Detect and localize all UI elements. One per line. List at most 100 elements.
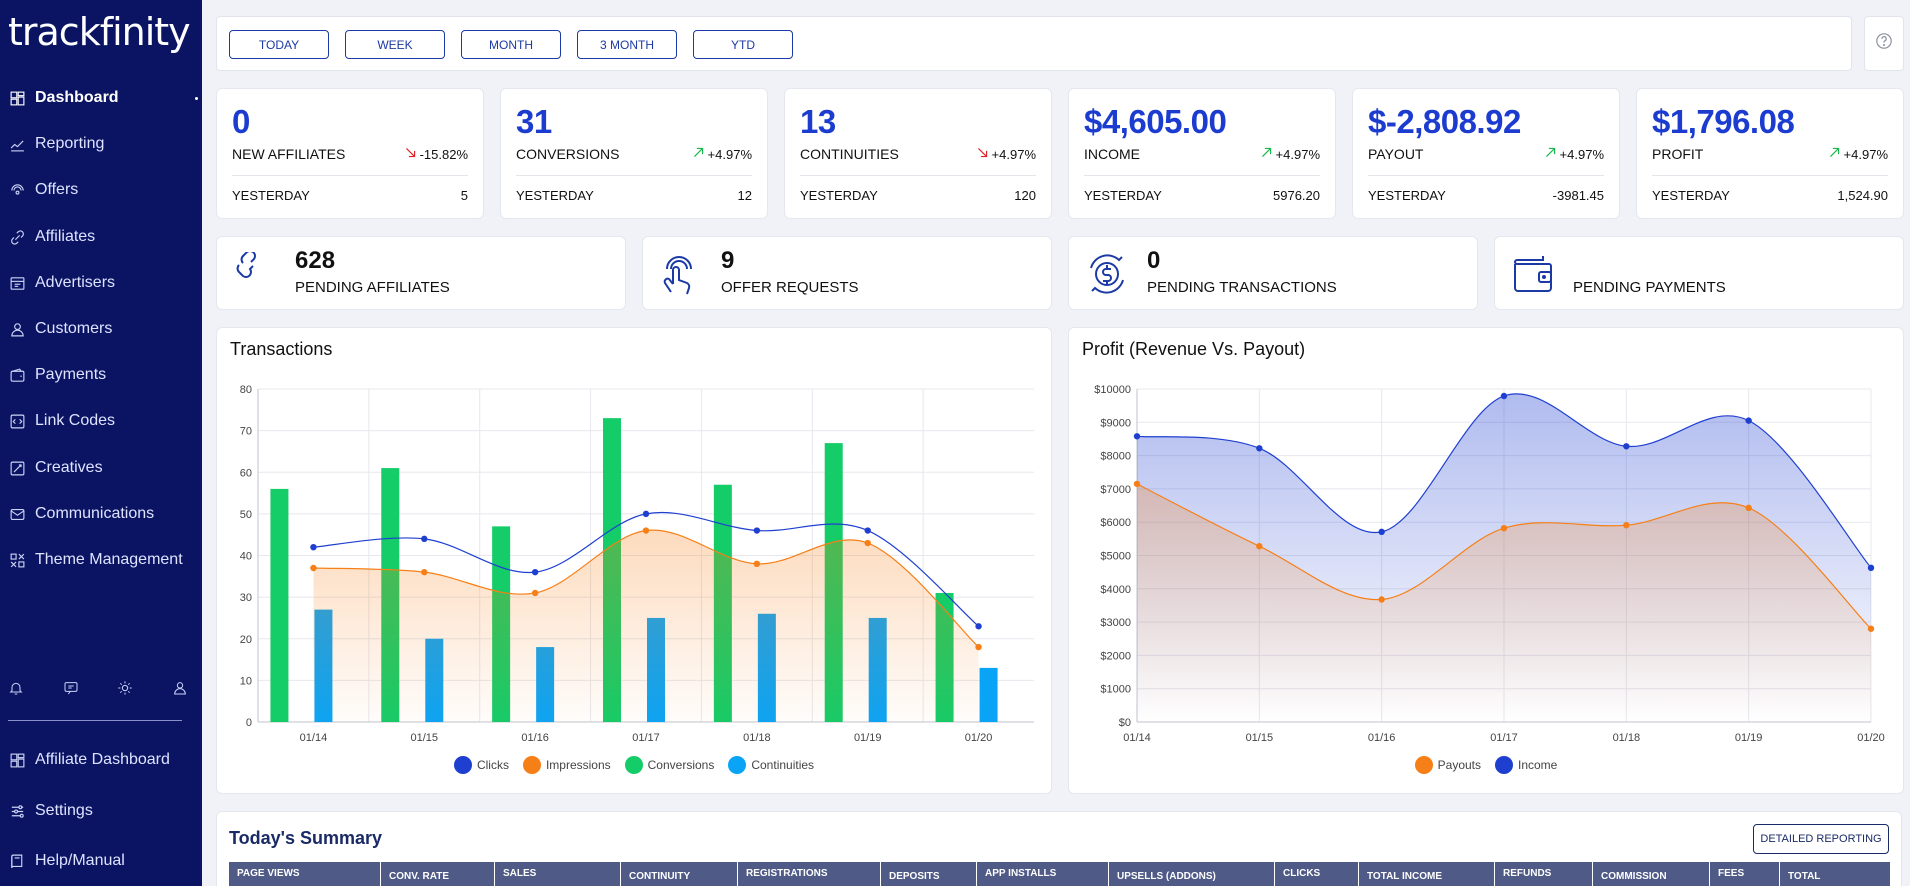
bell-plus-icon[interactable] [8,680,24,701]
point-clicks[interactable] [531,568,539,576]
point-payouts[interactable] [1623,521,1630,529]
summary-col-page-views[interactable]: PAGE VIEWS [229,862,381,886]
point-clicks[interactable] [642,510,650,518]
summary-col-deposits[interactable]: DEPOSITS [881,862,977,886]
transactions-legend: Clicks Impressions Conversions Continuities [217,756,1051,774]
point-payouts[interactable] [1256,542,1263,550]
sidebar-item-affiliates[interactable]: Affiliates [0,219,202,255]
legend-item[interactable]: Income [1495,756,1557,774]
summary-col-clicks[interactable]: CLICKS [1275,862,1359,886]
pending-card-offer-requests[interactable]: 9 OFFER REQUESTS [642,236,1052,310]
pending-card-pending-payments[interactable]: PENDING PAYMENTS [1494,236,1904,310]
kpi-label: NEW AFFILIATES [232,146,346,162]
summary-col-fees[interactable]: FEES [1710,862,1780,886]
trend-up-icon [1828,146,1844,162]
legend-item[interactable]: Payouts [1414,756,1481,774]
kpi-divider [800,175,1036,176]
chat-icon[interactable] [63,680,79,701]
point-impressions[interactable] [975,643,982,651]
sidebar-item-affiliate-dashboard[interactable]: Affiliate Dashboard [0,742,202,778]
point-impressions[interactable] [310,564,317,572]
range-button-ytd[interactable]: YTD [693,30,793,59]
sidebar-item-advertisers[interactable]: Advertisers [0,265,202,301]
sidebar-item-customers[interactable]: Customers [0,311,202,347]
legend-swatch [728,756,747,774]
summary-col-total[interactable]: TOTAL [1780,862,1891,886]
point-impressions[interactable] [531,589,539,597]
point-impressions[interactable] [864,539,871,547]
sidebar-item-offers[interactable]: Offers [0,172,202,208]
summary-col-app-installs[interactable]: APP INSTALLS [977,862,1109,886]
point-income[interactable] [1378,528,1385,536]
trend-down-icon [404,146,420,162]
point-payouts[interactable] [1133,480,1141,488]
pending-label: PENDING PAYMENTS [1573,279,1726,296]
point-payouts[interactable] [1378,596,1385,603]
sidebar-item-reporting[interactable]: Reporting [0,126,202,162]
point-clicks[interactable] [421,535,428,543]
sidebar-item-creatives[interactable]: Creatives [0,450,202,486]
summary-col-registrations[interactable]: REGISTRATIONS [738,862,881,886]
legend-item[interactable]: Conversions [624,756,714,774]
legend-label: Clicks [476,758,509,772]
range-button-3-month[interactable]: 3 MONTH [577,30,677,59]
sidebar-item-settings[interactable]: Settings [0,793,202,829]
pending-card-pending-affiliates[interactable]: 628 PENDING AFFILIATES [216,236,626,310]
point-clicks[interactable] [864,527,871,534]
y-tick-label: $4000 [1100,584,1131,596]
user-icon[interactable] [172,680,188,701]
point-income[interactable] [1867,564,1875,572]
point-clicks[interactable] [310,543,317,551]
kpi-label: PAYOUT [1368,146,1424,162]
point-income[interactable] [1256,445,1263,452]
point-income[interactable] [1623,443,1630,450]
summary-col-upsells-addons-[interactable]: UPSELLS (ADDONS) [1109,862,1275,886]
y-tick-label: 40 [240,551,252,563]
point-income[interactable] [1500,392,1508,400]
sidebar-item-help-manual[interactable]: Help/Manual [0,843,202,879]
point-payouts[interactable] [1745,504,1752,512]
sun-icon[interactable] [117,680,133,701]
y-tick-label: $3000 [1100,617,1131,629]
summary-col-sales[interactable]: SALES [495,862,621,886]
point-impressions[interactable] [421,568,428,576]
help-button[interactable] [1864,16,1904,71]
sidebar-item-link-codes[interactable]: Link Codes [0,403,202,439]
wallet-icon [1511,252,1555,296]
detailed-reporting-button[interactable]: DETAILED REPORTING [1753,824,1889,854]
legend-item[interactable]: Clicks [453,756,509,774]
point-income[interactable] [1745,417,1752,424]
point-clicks[interactable] [753,527,761,534]
legend-item[interactable]: Continuities [728,756,814,774]
range-button-today[interactable]: TODAY [229,30,329,59]
pending-card-pending-transactions[interactable]: 0 PENDING TRANSACTIONS [1068,236,1478,310]
summary-col-commission[interactable]: COMMISSION [1593,862,1710,886]
date-range-bar: TODAY WEEK MONTH 3 MONTH YTD [216,16,1852,71]
legend-item[interactable]: Impressions [522,756,611,774]
bar-continuities[interactable] [979,667,998,722]
point-impressions[interactable] [753,560,761,568]
range-button-week[interactable]: WEEK [345,30,445,59]
sidebar-item-payments[interactable]: Payments [0,357,202,393]
x-tick-label: 01/19 [1735,732,1763,744]
point-impressions[interactable] [642,527,650,534]
point-clicks[interactable] [975,623,982,630]
point-payouts[interactable] [1867,625,1875,632]
range-button-month[interactable]: MONTH [461,30,561,59]
point-income[interactable] [1133,433,1141,440]
sidebar-item-communications[interactable]: Communications [0,496,202,532]
sidebar-item-dashboard[interactable]: Dashboard [0,80,202,116]
summary-col-conv-rate[interactable]: CONV. RATE [381,862,495,886]
summary-col-continuity[interactable]: CONTINUITY [621,862,738,886]
point-payouts[interactable] [1500,524,1508,532]
affiliate-dashboard-icon [8,751,26,769]
summary-col-total-income[interactable]: TOTAL INCOME [1359,862,1495,886]
x-tick-label: 01/19 [854,732,882,744]
sidebar-item-label: Customers [35,320,113,337]
kpi-divider [232,175,468,176]
bar-conversions[interactable] [270,488,289,722]
link-codes-icon [8,412,26,430]
legend-label: Continuities [751,758,815,772]
sidebar-item-theme-management[interactable]: Theme Management [0,542,202,578]
summary-col-refunds[interactable]: REFUNDS [1495,862,1593,886]
